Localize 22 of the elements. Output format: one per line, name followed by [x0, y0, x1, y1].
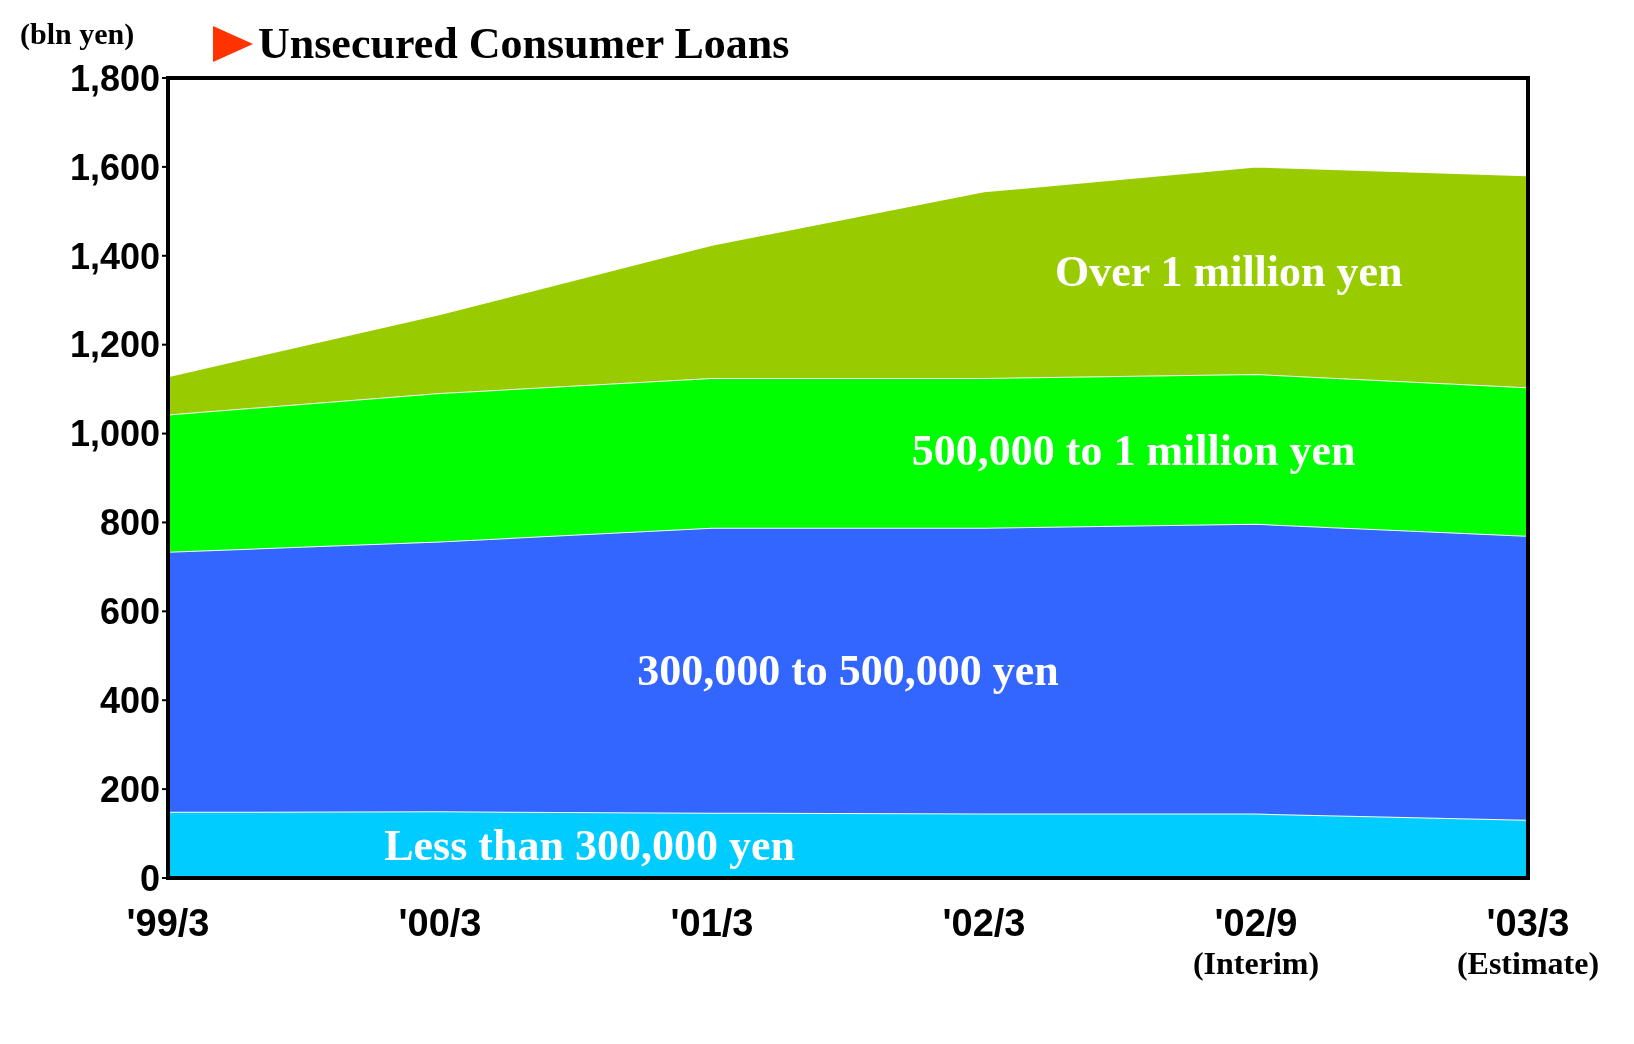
y-tick-label: 200	[99, 768, 160, 810]
x-tick-label: '01/3	[670, 902, 754, 944]
y-tick-label: 1,400	[69, 235, 160, 277]
x-tick-label: '00/3	[398, 902, 482, 944]
x-tick-label: '03/3 (Estimate)	[1456, 902, 1600, 981]
y-tick-label: 600	[99, 591, 160, 633]
x-tick-label: '02/3	[942, 902, 1026, 944]
series-label: Less than 300,000 yen	[384, 820, 795, 870]
y-tick-label: 1,000	[69, 413, 160, 455]
y-tick-label: 0	[139, 857, 160, 899]
x-tick-label: '02/9 (Interim)	[1192, 902, 1320, 981]
x-tick-label: '99/3	[126, 902, 210, 944]
y-tick-label: 400	[99, 680, 160, 721]
y-tick-label: 1,800	[69, 57, 160, 99]
chart-title: Unsecured Consumer Loans	[258, 19, 790, 68]
y-tick-label: 800	[99, 502, 160, 544]
y-tick-label: 1,200	[69, 324, 160, 366]
series-label: Over 1 million yen	[1055, 247, 1403, 297]
y-tick-label: 1,600	[69, 146, 160, 188]
series-label: 500,000 to 1 million yen	[911, 426, 1356, 476]
series-label: 300,000 to 500,000 yen	[637, 645, 1059, 695]
y-axis-title: (bln yen)	[20, 17, 135, 51]
